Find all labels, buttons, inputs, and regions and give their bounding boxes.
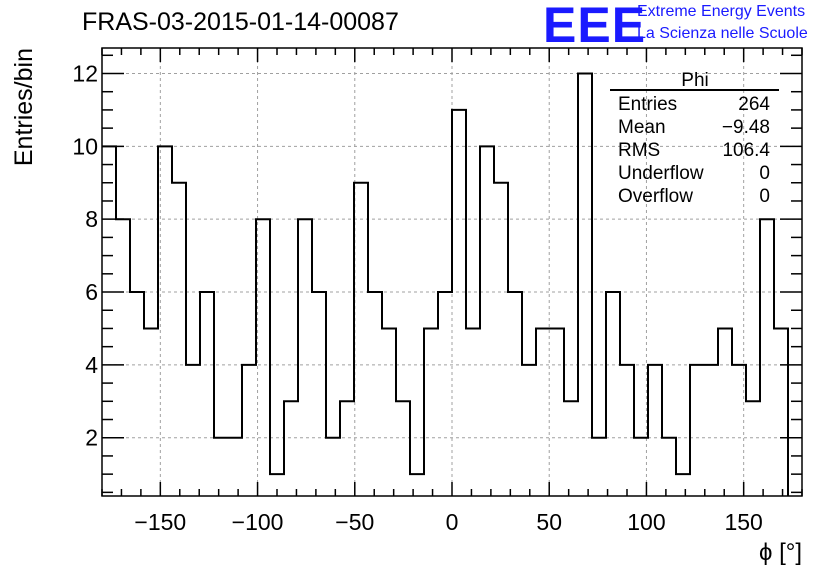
x-tick-label: 50 [536,509,562,535]
stats-value: 0 [759,186,770,207]
histogram-bin [620,365,634,496]
stats-value: 0 [759,163,770,184]
histogram-bin [228,438,242,496]
histogram-bin [200,292,214,496]
y-tick-label: 10 [72,133,98,159]
logo-subtitle-line1: Extreme Energy Events [637,3,806,20]
stats-title: Phi [681,70,708,91]
histogram-bin [382,328,396,496]
histogram-bin [732,365,746,496]
histogram-bin [172,183,186,496]
stats-value: 106.4 [722,140,770,161]
histogram-bin [116,219,130,496]
y-axis-label: Entries/bin [10,48,38,166]
histogram-bin [158,146,172,496]
x-tick-label: −50 [335,509,374,535]
histogram-bin [690,365,704,496]
stats-label: Mean [618,117,666,138]
histogram-bin [144,328,158,496]
histogram-bin [368,292,382,496]
histogram-bin [214,438,228,496]
histogram-bin [130,292,144,496]
y-tick-label: 4 [85,352,98,378]
x-tick-label: −150 [134,509,186,535]
histogram-bin [676,474,690,496]
stats-label: Underflow [618,163,704,184]
x-tick-label: 100 [627,509,665,535]
y-tick-label: 12 [72,60,98,86]
histogram-bin [606,292,620,496]
stats-value: −9.48 [722,117,770,138]
x-axis-label: ϕ [°] [759,539,802,566]
tick-layer [101,48,803,496]
histogram-bin [522,365,536,496]
stats-box: Phi Entries 264 Mean −9.48 RMS 106.4 Underflow… [610,70,779,207]
histogram-bin [340,401,354,496]
histogram-bin [662,438,676,496]
chart-title: FRAS-03-2015-01-14-00087 [82,8,399,36]
histogram-bin [550,328,564,496]
x-tick-label: 0 [446,509,459,535]
histogram-bin [242,365,256,496]
tick-label-layer: −150 −100 −50 0 50 100 150 2 4 6 8 10 12 [72,60,762,535]
histogram-bin [592,438,606,496]
y-tick-label: 8 [85,206,98,232]
histogram-bin [326,438,340,496]
histogram-bin [480,146,494,496]
histogram-bin [536,328,550,496]
histogram-bin [284,401,298,496]
stats-label: Overflow [618,186,693,207]
histogram-bin [256,219,270,496]
x-tick-label: 150 [724,509,762,535]
eee-logo: EEE [543,0,647,53]
x-tick-label: −100 [232,509,284,535]
histogram-bin [578,73,592,496]
stats-rows: Entries 264 Mean −9.48 RMS 106.4 Underflow 0 Ove… [618,94,770,207]
histogram-bin [452,110,466,496]
histogram-bin [396,401,410,496]
histogram-bin [774,328,788,496]
histogram-bin [186,365,200,496]
histogram-bin [424,328,438,496]
histogram-bin [704,365,718,496]
histogram-bin [466,328,480,496]
y-tick-label: 2 [85,425,98,451]
stats-value: 264 [738,94,770,115]
stats-label: Entries [618,94,677,115]
histogram-bin [564,401,578,496]
histogram-bin [718,328,732,496]
histogram-bin [760,219,774,496]
histogram-bin [648,365,662,496]
histogram-bin [508,292,522,496]
histogram-outline [102,72,789,496]
histogram-bin [438,292,452,496]
y-tick-label: 6 [85,279,98,305]
logo-subtitle-line2: La Scienza nelle Scuole [637,25,808,42]
histogram-bin [354,183,368,496]
axis-layer [102,73,788,496]
histogram-bin [494,183,508,496]
histogram-bin [298,219,312,496]
histogram-bin [410,474,424,496]
histogram-bin [102,146,116,496]
histogram-bin [746,401,760,496]
stats-label: RMS [618,140,660,161]
histogram-bin [312,292,326,496]
